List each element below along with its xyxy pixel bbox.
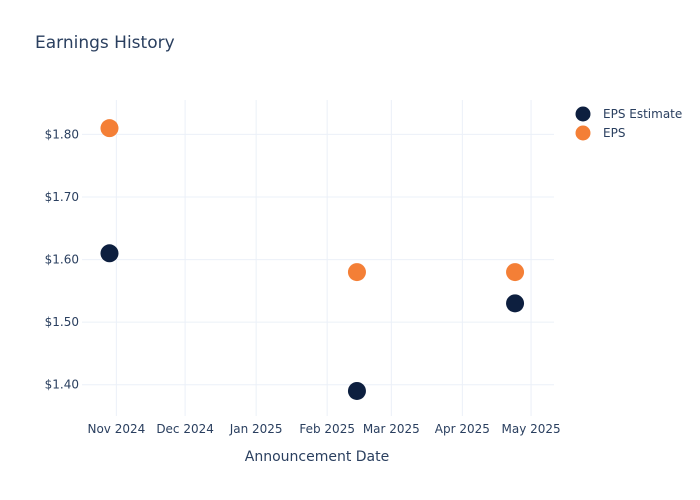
x-axis: Nov 2024 Dec 2024 Jan 2025 Feb 2025 Mar 2025… xyxy=(87,422,560,436)
x-tick-label: Jan 2025 xyxy=(229,422,283,436)
y-tick-label: $1.70 xyxy=(45,190,79,204)
y-tick: $1.70 xyxy=(45,190,79,204)
legend-marker xyxy=(575,125,591,141)
x-tick: Mar 2025 xyxy=(363,422,420,436)
chart-title: Earnings History xyxy=(35,33,175,53)
series-eps xyxy=(100,119,525,282)
y-tick: $1.40 xyxy=(45,378,79,392)
data-point[interactable] xyxy=(347,381,366,400)
x-tick-label: Feb 2025 xyxy=(299,422,355,436)
x-tick-label: Apr 2025 xyxy=(435,422,490,436)
x-axis-title: Announcement Date xyxy=(245,449,389,465)
y-tick: $1.60 xyxy=(45,253,79,267)
x-tick: Feb 2025 xyxy=(299,422,355,436)
legend-item[interactable]: EPS Estimate xyxy=(575,106,683,122)
data-point[interactable] xyxy=(100,119,119,138)
y-tick-label: $1.40 xyxy=(45,378,79,392)
legend-label: EPS Estimate xyxy=(603,107,682,121)
y-tick-label: $1.50 xyxy=(45,315,79,329)
series-eps-estimate xyxy=(100,244,525,400)
x-tick: Nov 2024 xyxy=(87,422,145,436)
y-tick-label: $1.80 xyxy=(45,127,79,141)
legend[interactable]: EPS Estimate EPS xyxy=(575,106,683,141)
legend-item[interactable]: EPS xyxy=(575,125,626,141)
x-tick-label: Nov 2024 xyxy=(87,422,145,436)
y-tick-label: $1.60 xyxy=(45,253,79,267)
x-tick-label: Dec 2024 xyxy=(156,422,214,436)
data-point[interactable] xyxy=(347,263,366,282)
legend-marker xyxy=(575,106,591,122)
y-axis: $1.40 $1.50 $1.60 $1.70 $1.80 xyxy=(45,127,79,391)
x-tick: Dec 2024 xyxy=(156,422,214,436)
data-point[interactable] xyxy=(100,244,119,263)
x-tick: Jan 2025 xyxy=(229,422,283,436)
x-tick-label: Mar 2025 xyxy=(363,422,420,436)
x-tick: May 2025 xyxy=(502,422,561,436)
y-tick: $1.80 xyxy=(45,127,79,141)
data-point[interactable] xyxy=(506,294,525,313)
data-point[interactable] xyxy=(506,263,525,282)
y-tick: $1.50 xyxy=(45,315,79,329)
data-points xyxy=(100,119,525,400)
legend-label: EPS xyxy=(603,126,625,140)
x-tick-label: May 2025 xyxy=(502,422,561,436)
x-tick: Apr 2025 xyxy=(435,422,490,436)
grid xyxy=(82,100,554,416)
